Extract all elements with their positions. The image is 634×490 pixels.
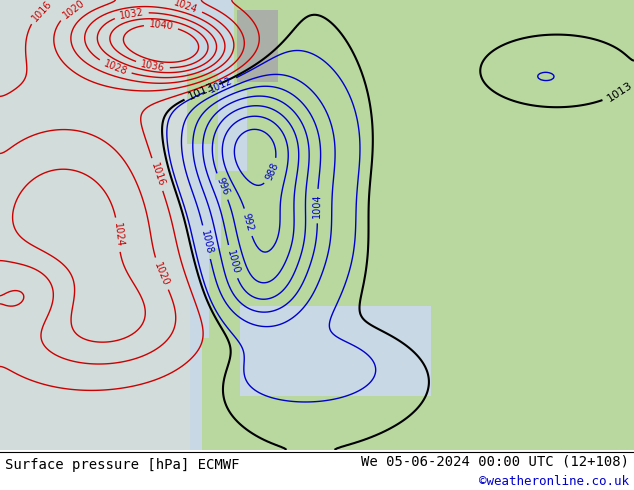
Text: 1004: 1004 [312, 194, 323, 219]
Text: 988: 988 [264, 161, 280, 182]
Text: 1012: 1012 [207, 75, 234, 95]
Text: 1016: 1016 [149, 161, 166, 188]
Text: 1036: 1036 [139, 59, 165, 73]
Text: 1032: 1032 [119, 7, 145, 21]
Text: 1024: 1024 [172, 0, 199, 15]
Text: 1016: 1016 [30, 0, 54, 23]
Text: 1020: 1020 [152, 261, 171, 287]
Text: We 05-06-2024 00:00 UTC (12+108): We 05-06-2024 00:00 UTC (12+108) [361, 455, 629, 469]
Text: 1008: 1008 [199, 229, 214, 255]
Text: 1013: 1013 [605, 80, 634, 103]
Text: 1000: 1000 [224, 248, 240, 275]
Text: 1013: 1013 [187, 81, 217, 102]
Text: ©weatheronline.co.uk: ©weatheronline.co.uk [479, 475, 629, 488]
Text: 992: 992 [241, 212, 256, 233]
Text: 1040: 1040 [148, 19, 174, 31]
Text: Surface pressure [hPa] ECMWF: Surface pressure [hPa] ECMWF [5, 458, 240, 472]
Text: 996: 996 [214, 176, 231, 197]
Text: 1020: 1020 [61, 0, 86, 21]
Text: 1028: 1028 [102, 58, 129, 77]
Text: 1024: 1024 [112, 222, 124, 247]
